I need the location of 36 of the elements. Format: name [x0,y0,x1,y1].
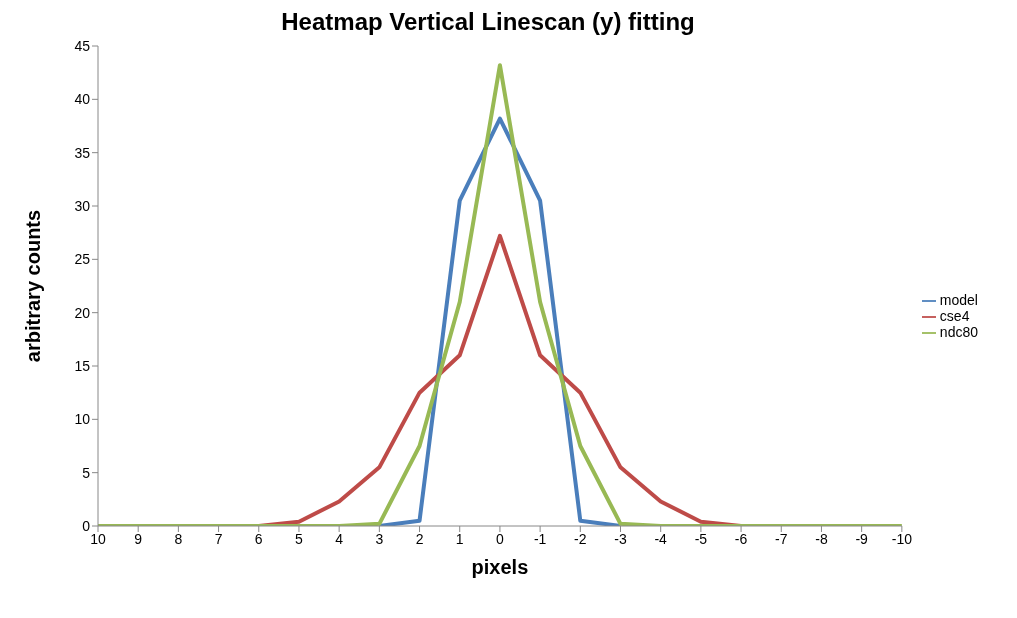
y-tick-label: 0 [82,517,91,534]
x-tick-label: 2 [415,530,424,547]
y-tick-label: 40 [74,91,91,108]
legend-label: ndc80 [939,324,978,341]
x-tick-label: 7 [214,530,223,547]
y-tick-label: 10 [74,411,91,428]
x-tick-label: 1 [455,530,464,547]
x-tick-label: 6 [254,530,263,547]
y-tick-label: 25 [74,251,91,268]
chart-title: Heatmap Vertical Linescan (y) fitting [280,8,696,36]
x-tick-label: -4 [654,530,668,547]
y-tick-label: 35 [74,144,91,161]
x-tick-label: -1 [533,530,547,547]
y-tick-label: 5 [82,464,91,481]
x-tick-label: -10 [891,530,913,547]
x-tick-label: -2 [574,530,587,547]
x-tick-label: 4 [335,530,344,547]
x-tick-label: 3 [375,530,384,547]
x-tick-label: 0 [496,530,505,547]
x-tick-label: 9 [134,530,143,547]
y-tick-label: 45 [74,37,91,54]
legend-label: model [939,291,978,308]
x-tick-label: -7 [775,530,788,547]
x-axis-title: pixels [471,556,529,578]
x-tick-label: 8 [174,530,183,547]
x-tick-label: -3 [614,530,627,547]
y-tick-label: 20 [74,304,91,321]
x-tick-label: -8 [815,530,828,547]
y-tick-label: 15 [74,357,91,374]
legend-label: cse4 [939,307,970,324]
y-tick-label: 30 [74,197,91,214]
y-axis-title: arbitrary counts [22,209,45,363]
x-tick-label: -5 [694,530,708,547]
x-tick-label: 5 [295,530,304,547]
x-tick-label: -6 [734,530,748,547]
x-tick-label: -9 [855,530,869,547]
